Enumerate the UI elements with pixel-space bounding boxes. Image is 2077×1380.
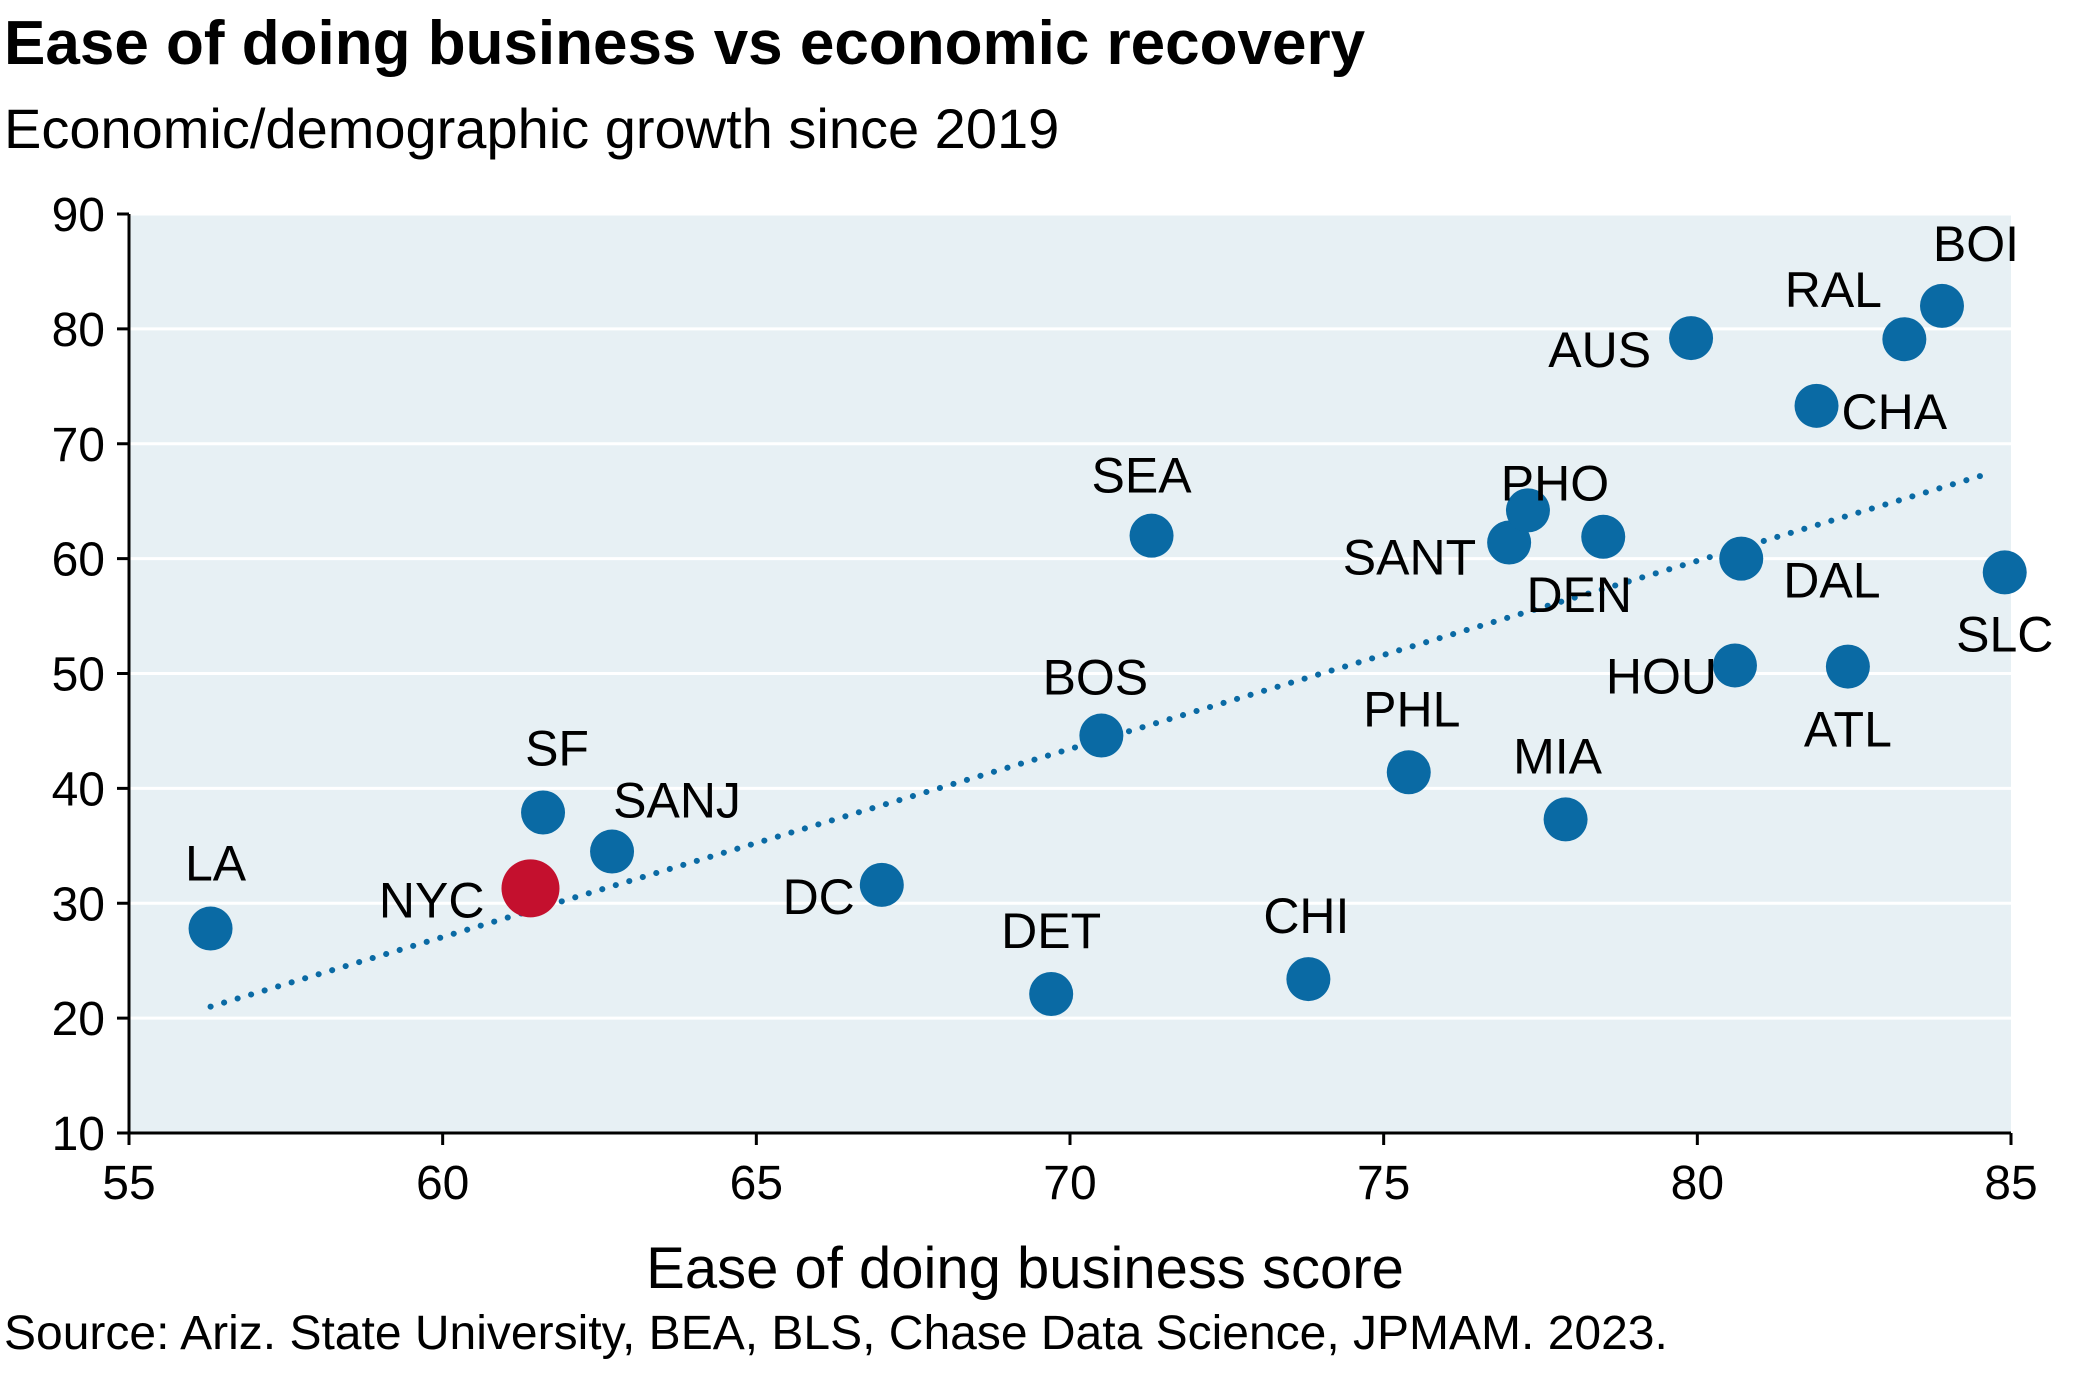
y-tick-label: 30 bbox=[52, 878, 105, 931]
x-ticks: 55 60 65 70 75 80 85 bbox=[102, 1133, 2038, 1210]
point-label-sanj: SANJ bbox=[613, 773, 741, 829]
point-label-nyc: NYC bbox=[379, 872, 485, 928]
point-slc bbox=[1982, 550, 2027, 595]
point-label-bos: BOS bbox=[1043, 650, 1149, 706]
x-tick-label: 55 bbox=[102, 1157, 155, 1210]
point-label-aus: AUS bbox=[1548, 322, 1651, 378]
point-sf bbox=[521, 790, 566, 835]
x-tick-label: 75 bbox=[1357, 1157, 1410, 1210]
point-label-boi: BOI bbox=[1933, 216, 2019, 272]
point-boi bbox=[1919, 283, 1964, 328]
point-pho bbox=[1505, 488, 1550, 533]
point-label-dal: DAL bbox=[1783, 553, 1880, 609]
y-tick-label: 80 bbox=[52, 304, 105, 357]
point-den bbox=[1581, 514, 1626, 559]
point-label-slc: SLC bbox=[1956, 606, 2053, 662]
x-tick-label: 65 bbox=[730, 1157, 783, 1210]
point-hou bbox=[1712, 643, 1757, 688]
point-atl bbox=[1825, 644, 1870, 689]
point-phl bbox=[1386, 750, 1431, 795]
point-det bbox=[1029, 972, 1074, 1017]
point-label-det: DET bbox=[1001, 903, 1101, 959]
x-tick-label: 85 bbox=[1984, 1157, 2037, 1210]
point-chi bbox=[1286, 957, 1331, 1002]
point-label-chi: CHI bbox=[1263, 888, 1349, 944]
x-axis-label: Ease of doing business score bbox=[646, 1236, 1404, 1301]
chart-title: Ease of doing business vs economic recov… bbox=[4, 9, 1366, 78]
point-label-hou: HOU bbox=[1606, 648, 1717, 704]
point-cha bbox=[1794, 383, 1839, 428]
point-ral bbox=[1882, 317, 1927, 362]
y-tick-label: 40 bbox=[52, 763, 105, 816]
point-bos bbox=[1079, 713, 1124, 758]
point-label-pho: PHO bbox=[1501, 455, 1609, 511]
point-sea bbox=[1129, 513, 1174, 558]
point-label-sf: SF bbox=[525, 720, 589, 776]
points-layer bbox=[188, 283, 2027, 1017]
y-tick-label: 70 bbox=[52, 419, 105, 472]
y-tick-label: 20 bbox=[52, 993, 105, 1046]
y-tick-label: 90 bbox=[52, 189, 105, 242]
point-mia bbox=[1543, 797, 1588, 842]
point-sanj bbox=[590, 829, 635, 874]
source-note: Source: Ariz. State University, BEA, BLS… bbox=[4, 1307, 1668, 1360]
y-ticks: 10 20 30 40 50 60 70 80 90 bbox=[52, 189, 129, 1161]
point-label-sea: SEA bbox=[1092, 448, 1193, 504]
point-nyc bbox=[501, 859, 560, 918]
point-labels: LA NYC SF SANJ DC DET BOS SEA CHI PHL SANT PHO MIA DE… bbox=[185, 216, 2053, 959]
point-dc bbox=[859, 862, 904, 907]
point-label-la: LA bbox=[185, 836, 247, 892]
y-tick-label: 10 bbox=[52, 1108, 105, 1161]
chart-subtitle: Economic/demographic growth since 2019 bbox=[4, 97, 1060, 160]
point-label-den: DEN bbox=[1526, 567, 1632, 623]
point-label-cha: CHA bbox=[1842, 384, 1948, 440]
point-label-phl: PHL bbox=[1363, 681, 1460, 737]
point-label-atl: ATL bbox=[1804, 702, 1892, 758]
point-la bbox=[188, 906, 233, 951]
x-tick-label: 70 bbox=[1043, 1157, 1096, 1210]
point-sant bbox=[1487, 520, 1532, 565]
x-tick-label: 60 bbox=[416, 1157, 469, 1210]
point-label-ral: RAL bbox=[1785, 262, 1882, 318]
point-dal bbox=[1719, 536, 1764, 581]
y-tick-label: 50 bbox=[52, 649, 105, 702]
point-label-mia: MIA bbox=[1513, 728, 1603, 784]
point-aus bbox=[1669, 316, 1714, 361]
x-tick-label: 80 bbox=[1671, 1157, 1724, 1210]
point-label-sant: SANT bbox=[1343, 530, 1476, 586]
point-label-dc: DC bbox=[783, 869, 855, 925]
y-tick-label: 60 bbox=[52, 534, 105, 587]
